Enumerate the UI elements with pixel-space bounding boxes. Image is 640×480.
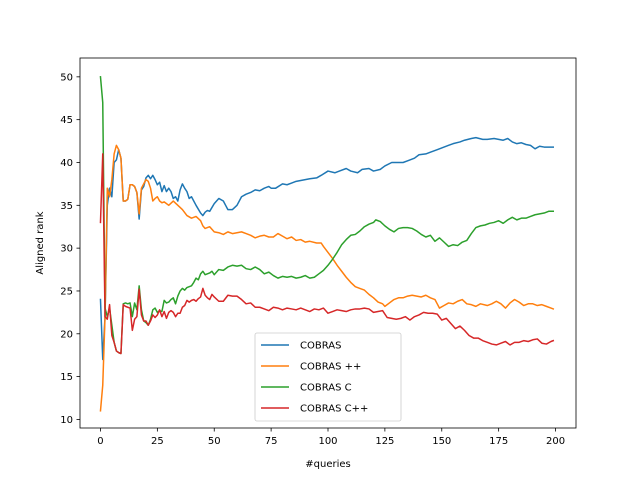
- legend-label-0: COBRAS: [300, 341, 341, 352]
- x-axis-title: #queries: [305, 459, 350, 470]
- legend-label-1: COBRAS ++: [300, 362, 361, 373]
- series-line-3: [99, 153, 555, 355]
- series-layer: [99, 76, 555, 412]
- x-tick-label-8: 200: [546, 436, 565, 447]
- y-tick-label-8: 50: [60, 72, 73, 83]
- x-tick-label-2: 50: [208, 436, 221, 447]
- y-tick-label-1: 15: [60, 372, 73, 383]
- series-line-0: [99, 136, 554, 361]
- x-tick-label-5: 125: [375, 436, 394, 447]
- x-tick-label-4: 100: [318, 436, 337, 447]
- y-axis-title: Aligned rank: [35, 211, 46, 274]
- series-line-1: [99, 144, 555, 412]
- y-tick-label-2: 20: [60, 329, 73, 340]
- y-tick-label-5: 35: [60, 201, 73, 212]
- y-tick-label-7: 45: [60, 115, 73, 126]
- legend-label-3: COBRAS C++: [300, 404, 368, 415]
- y-tick-label-3: 25: [60, 286, 73, 297]
- y-tick-label-6: 40: [60, 158, 73, 169]
- y-tick-label-0: 10: [60, 415, 73, 426]
- x-tick-label-6: 150: [432, 436, 451, 447]
- x-tick-label-0: 0: [97, 436, 103, 447]
- x-tick-label-1: 25: [151, 436, 164, 447]
- legend-box: [254, 332, 402, 422]
- legend-label-2: COBRAS C: [300, 383, 352, 394]
- y-tick-label-4: 30: [60, 244, 73, 255]
- x-tick-label-3: 75: [265, 436, 278, 447]
- x-tick-label-7: 175: [489, 436, 508, 447]
- x-axis-ticks: 0 25 50 75 100 125 150 175 200: [97, 428, 565, 447]
- y-axis-ticks: 10 15 20 25 30 35 40 45 50: [60, 72, 80, 426]
- legend: COBRAS COBRAS ++ COBRAS C COBRAS C++: [254, 332, 402, 422]
